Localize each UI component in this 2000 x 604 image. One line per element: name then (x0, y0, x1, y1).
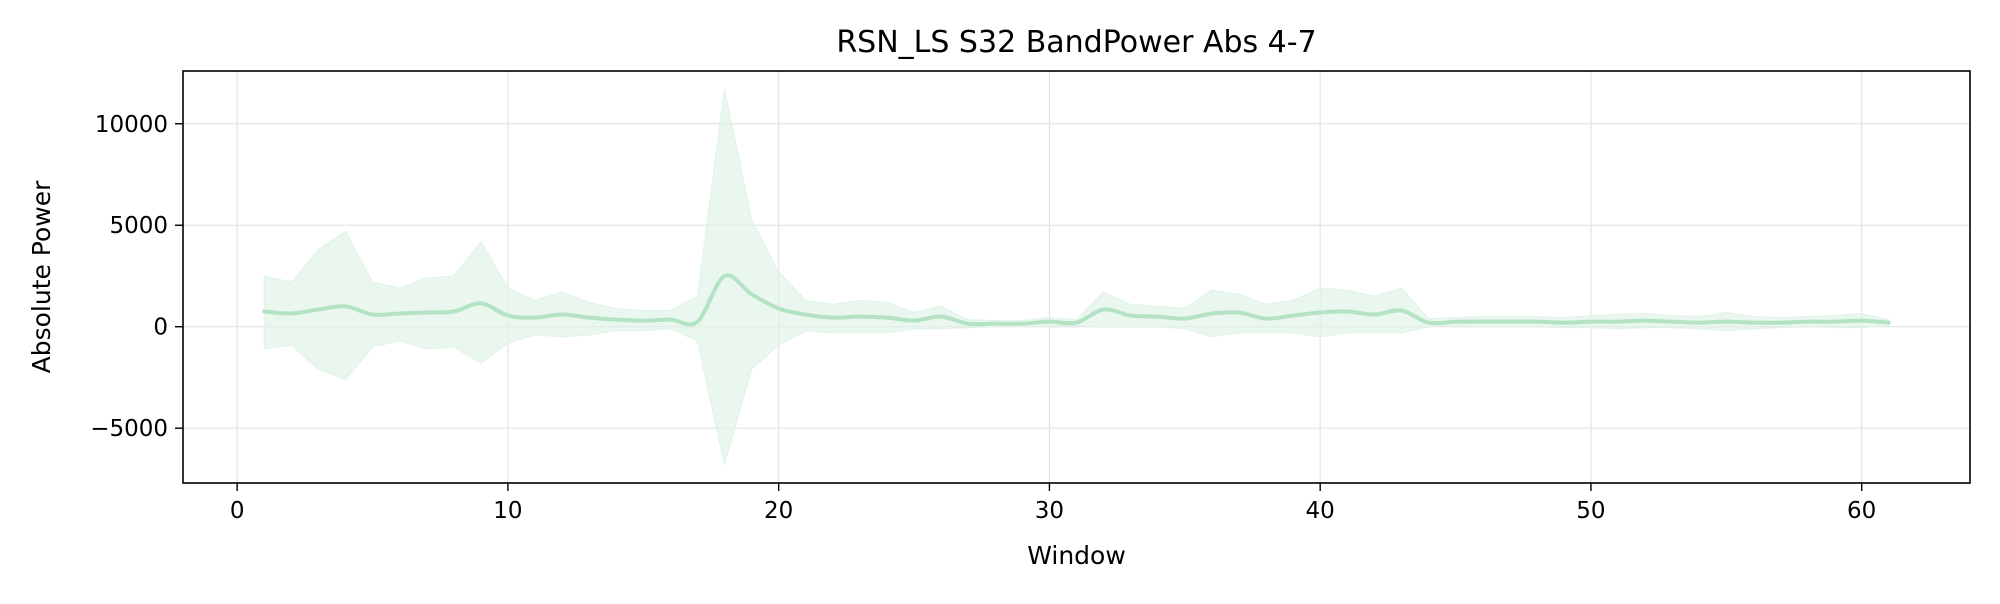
plot-frame (182, 70, 1971, 484)
x-tick-label: 40 (1306, 498, 1335, 524)
mean-line (262, 273, 1891, 327)
y-tick-label: 0 (153, 315, 168, 341)
y-tick-label: 10000 (95, 112, 168, 138)
x-tick-label: 0 (230, 498, 245, 524)
y-tick-label: −5000 (90, 416, 168, 442)
x-tick-label: 50 (1576, 498, 1605, 524)
x-axis-label: Window (1027, 541, 1126, 570)
x-tick-label: 20 (764, 498, 793, 524)
band-layer (263, 89, 1890, 465)
x-tick-label: 60 (1847, 498, 1876, 524)
x-tick-label: 30 (1035, 498, 1064, 524)
tick-layer: 0 10 20 30 40 50 60 −5000 0 5000 10000 (90, 112, 1876, 524)
chart-title: RSN_LS S32 BandPower Abs 4-7 (836, 25, 1316, 60)
x-tick-label: 10 (493, 498, 522, 524)
y-axis-label: Absolute Power (27, 180, 56, 374)
std-band (263, 89, 1890, 465)
line-layer (262, 273, 1891, 327)
y-tick-label: 5000 (109, 213, 168, 239)
